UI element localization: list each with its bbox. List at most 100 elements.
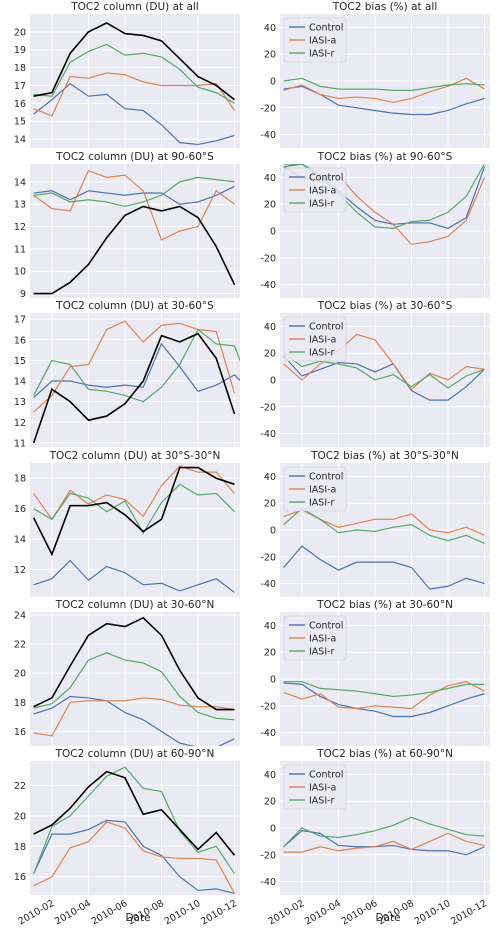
y-tick-label: 14 xyxy=(14,177,26,188)
y-tick-label: 20 xyxy=(14,27,26,38)
x-tick-label: 2010-04 xyxy=(303,898,343,927)
series-line-iasi-a xyxy=(283,681,485,710)
y-tick-label: 20 xyxy=(264,797,276,808)
series-line-line-3 xyxy=(33,483,235,535)
x-axis-label-right: Date xyxy=(375,912,401,924)
y-tick-label: 16 xyxy=(14,504,26,515)
plot-background xyxy=(30,612,240,746)
series-line-line-1 xyxy=(33,185,235,205)
y-tick-label: 20 xyxy=(14,811,26,822)
legend-entry: Control xyxy=(309,173,343,184)
legend-box xyxy=(283,316,347,362)
legend-box xyxy=(283,615,347,661)
series-line-line-4 xyxy=(33,22,236,101)
series-line-line-2 xyxy=(33,320,236,413)
series-line-line-4 xyxy=(32,332,236,444)
series-line-line-3 xyxy=(33,766,236,875)
series-line-line-2 xyxy=(33,697,235,737)
legend-entry: IASI-a xyxy=(309,335,336,346)
series-line-line-1 xyxy=(33,559,235,593)
y-tick-label: 15 xyxy=(14,356,26,367)
chart-panel-1: 14 15 16 17 18 19 20 TOC2 column (DU) at all xyxy=(14,1,240,148)
chart-panel-7: 12 14 16 18 TOC2 column (DU) at 30°S-30°N xyxy=(14,450,240,597)
y-tick-label: 0 xyxy=(270,675,276,686)
legend-entry: IASI-a xyxy=(309,485,336,496)
series-line-control xyxy=(283,355,485,401)
chart-title: TOC2 column (DU) at 60-90°N xyxy=(55,748,215,760)
y-tick-label: 10 xyxy=(14,267,26,278)
series-line-line-4 xyxy=(33,770,236,856)
series-line-iasi-r xyxy=(283,816,485,848)
series-line-line-2 xyxy=(33,169,235,241)
legend-entry: IASI-r xyxy=(309,796,335,807)
y-tick-label: 12 xyxy=(14,222,26,233)
series-line-line-2 xyxy=(33,72,236,117)
series-line-line-2 xyxy=(33,821,236,894)
y-tick-label: 17 xyxy=(14,315,26,326)
y-tick-label: 40 xyxy=(264,621,276,632)
legend: Control IASI-a IASI-r xyxy=(283,17,347,63)
chart-title: TOC2 bias (%) at 30-60°S xyxy=(317,300,453,312)
series-line-line-4 xyxy=(33,616,235,711)
series-line-line-3 xyxy=(33,176,235,208)
x-axis-label-left: Date xyxy=(125,912,151,924)
series-line-line-4 xyxy=(32,466,235,557)
legend-box xyxy=(283,17,347,63)
legend-entry: IASI-r xyxy=(309,49,335,60)
series-line-line-3 xyxy=(33,43,235,104)
chart-panel-6: -40 -20 0 20 40 TOC2 bias (%) at 30-60°S Contr… xyxy=(260,300,490,447)
y-tick-label: 0 xyxy=(270,376,276,387)
legend-box xyxy=(283,764,347,810)
y-tick-label: 11 xyxy=(14,244,26,255)
y-tick-label: 20 xyxy=(264,50,276,61)
y-tick-label: 18 xyxy=(14,63,26,74)
y-tick-label: -20 xyxy=(260,850,276,861)
x-tick-label: 2010-10 xyxy=(413,898,453,927)
chart-title: TOC2 bias (%) at 30°S-30°N xyxy=(310,450,459,462)
legend-entry: Control xyxy=(309,770,343,781)
series-line-line-3 xyxy=(33,328,240,403)
y-tick-label: 14 xyxy=(14,377,26,388)
x-tick-label: 2010-02 xyxy=(17,898,57,927)
legend-entry: IASI-r xyxy=(309,647,335,658)
y-tick-label: -40 xyxy=(260,877,276,888)
y-tick-label: 16 xyxy=(14,727,26,738)
x-tick-label: 2010-12 xyxy=(199,898,239,927)
y-tick-label: 14 xyxy=(14,135,26,146)
y-tick-label: 15 xyxy=(14,117,26,128)
series-line-iasi-r xyxy=(283,352,485,389)
y-tick-label: 16 xyxy=(14,335,26,346)
series-line-line-1 xyxy=(33,695,235,746)
chart-title: TOC2 column (DU) at all xyxy=(70,1,198,13)
y-tick-label: -40 xyxy=(260,579,276,590)
y-tick-label: 40 xyxy=(264,173,276,184)
y-tick-label: 0 xyxy=(270,526,276,537)
y-tick-label: 16 xyxy=(14,99,26,110)
legend-entry: IASI-a xyxy=(309,783,336,794)
chart-panel-11: 161820222010-022010-042010-062010-082010… xyxy=(14,748,240,927)
legend-entry: IASI-r xyxy=(309,498,335,509)
y-tick-label: 22 xyxy=(14,781,26,792)
y-tick-label: 20 xyxy=(14,669,26,680)
y-tick-label: 12 xyxy=(14,418,26,429)
y-tick-label: -40 xyxy=(260,280,276,291)
y-tick-label: 20 xyxy=(264,499,276,510)
chart-title: TOC2 column (DU) at 30-60°S xyxy=(55,300,214,312)
chart-panel-8: -40 -20 0 20 40 TOC2 bias (%) at 30°S-30°N Con… xyxy=(260,450,490,597)
chart-panel-3: 9 10 11 12 13 14 TOC2 column (DU) at 90-60°S xyxy=(14,151,240,300)
plot-background xyxy=(30,463,240,597)
plot-background xyxy=(30,14,240,148)
chart-title: TOC2 bias (%) at 60-90°N xyxy=(316,748,453,760)
legend-entry: IASI-r xyxy=(309,348,335,359)
y-tick-label: 40 xyxy=(264,770,276,781)
y-tick-label: 24 xyxy=(14,610,26,621)
legend-box xyxy=(283,466,347,512)
legend: Control IASI-a IASI-r xyxy=(283,466,347,512)
legend: Control IASI-a IASI-r xyxy=(283,167,347,213)
y-tick-label: 20 xyxy=(264,648,276,659)
chart-panel-4: -40 -20 0 20 40 TOC2 bias (%) at 90-60°S Contr… xyxy=(260,151,490,298)
series-line-iasi-r xyxy=(283,507,485,544)
y-tick-label: -20 xyxy=(260,253,276,264)
legend-entry: Control xyxy=(309,23,343,34)
legend-entry: IASI-a xyxy=(309,36,336,47)
